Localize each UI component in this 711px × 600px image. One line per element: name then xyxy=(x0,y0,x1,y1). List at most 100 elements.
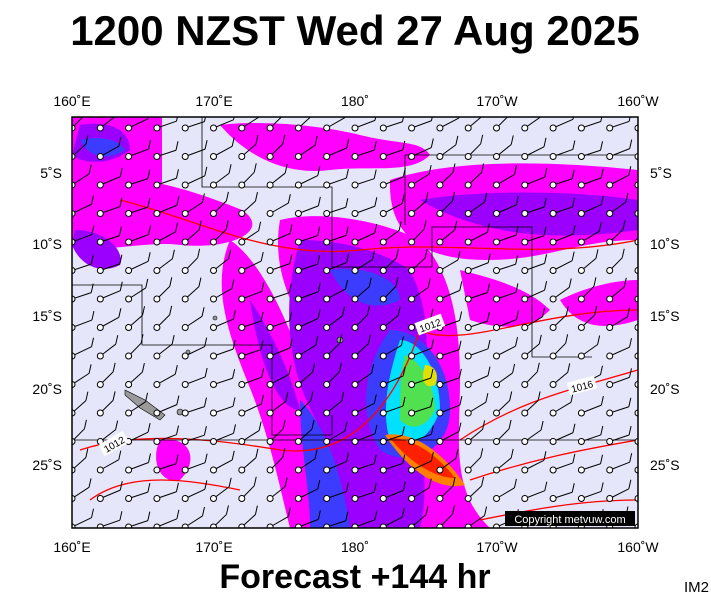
barb-shaft xyxy=(100,145,120,157)
station xyxy=(125,295,133,303)
barb-shaft xyxy=(241,376,262,385)
station xyxy=(351,438,359,445)
station xyxy=(125,267,133,274)
barb-shaft xyxy=(496,319,517,328)
barb-feather xyxy=(430,138,434,148)
station xyxy=(408,324,416,331)
station xyxy=(238,381,246,388)
barb-shaft xyxy=(524,146,545,157)
lon-label: 160˚W xyxy=(617,539,659,555)
barb-feather xyxy=(600,168,604,179)
barb-feather xyxy=(171,335,175,345)
station xyxy=(96,295,104,303)
barb-feather xyxy=(204,367,208,378)
station xyxy=(521,181,529,189)
station xyxy=(408,267,416,274)
barb-feather xyxy=(345,279,349,290)
station xyxy=(464,181,472,189)
barb-feather xyxy=(228,249,232,259)
barb-shaft xyxy=(184,346,205,357)
barb-feather xyxy=(317,510,321,520)
barb-feather xyxy=(395,248,399,259)
station xyxy=(323,295,331,303)
station xyxy=(323,495,331,502)
barb-feather xyxy=(88,478,92,488)
barb-shaft xyxy=(72,517,92,528)
station xyxy=(351,267,359,274)
barb-feather xyxy=(147,252,151,262)
barb-feather xyxy=(232,309,236,320)
lat-label: 15˚S xyxy=(32,308,62,324)
barb-feather xyxy=(346,452,350,462)
barb-shaft xyxy=(637,440,638,442)
station xyxy=(436,238,444,246)
station xyxy=(464,324,472,331)
barb-shaft xyxy=(269,202,289,214)
station xyxy=(96,466,104,474)
station xyxy=(323,181,331,189)
station xyxy=(493,409,500,417)
barb-feather xyxy=(516,310,519,320)
station xyxy=(493,267,500,274)
station xyxy=(238,495,246,502)
barb-feather xyxy=(83,419,87,429)
station xyxy=(266,210,274,217)
barb-feather xyxy=(373,169,377,179)
station xyxy=(549,210,557,217)
station xyxy=(577,210,585,217)
barb-feather xyxy=(119,511,123,521)
barb-feather xyxy=(600,454,604,464)
barb-shaft xyxy=(524,289,545,300)
barb-shaft xyxy=(411,147,432,157)
forecast-label: Forecast +144 hr xyxy=(219,558,490,596)
barb-feather xyxy=(90,255,94,265)
station xyxy=(351,381,359,388)
station xyxy=(323,267,331,274)
barb-feather xyxy=(345,168,349,179)
barb-feather xyxy=(371,250,375,260)
barb-feather xyxy=(259,117,260,118)
barb-feather xyxy=(374,510,378,520)
station xyxy=(266,181,274,189)
station xyxy=(238,466,246,474)
barb-feather xyxy=(628,117,631,122)
barb-feather xyxy=(148,453,152,463)
station xyxy=(521,381,529,388)
barb-feather xyxy=(147,483,151,493)
barb-feather xyxy=(253,476,257,486)
barb-feather xyxy=(487,253,491,263)
station xyxy=(238,267,246,274)
barb-shaft xyxy=(411,347,432,357)
station xyxy=(323,409,331,417)
barb-feather xyxy=(480,134,484,144)
barb-shaft xyxy=(581,204,602,214)
barb-shaft xyxy=(637,497,638,499)
lon-label: 180˚ xyxy=(341,539,369,555)
barb-feather xyxy=(260,340,264,350)
lon-label: 170˚E xyxy=(195,539,232,555)
station xyxy=(408,438,416,445)
barb-feather xyxy=(510,448,514,459)
station xyxy=(210,295,217,303)
station xyxy=(464,438,472,445)
station xyxy=(125,352,133,360)
barb-shaft xyxy=(609,461,630,471)
station xyxy=(464,381,472,388)
barb-feather xyxy=(91,508,95,518)
barb-feather xyxy=(85,135,89,145)
barb-feather xyxy=(544,168,548,178)
barb-feather xyxy=(289,224,293,234)
barb-feather xyxy=(198,220,202,230)
station xyxy=(210,352,217,360)
barb-feather xyxy=(91,310,95,321)
station xyxy=(210,210,217,217)
station xyxy=(323,523,331,528)
barb-feather xyxy=(600,365,603,375)
barb-feather xyxy=(175,482,179,492)
barb-feather xyxy=(339,334,343,344)
barb-feather xyxy=(455,449,459,459)
barb-feather xyxy=(657,340,659,349)
barb-feather xyxy=(425,192,429,202)
barb-feather xyxy=(572,453,576,464)
station xyxy=(379,238,387,246)
